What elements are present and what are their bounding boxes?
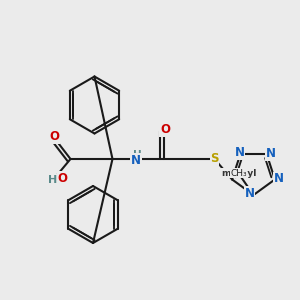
Text: N: N (235, 146, 245, 159)
Text: O: O (160, 123, 170, 136)
Text: H: H (48, 175, 57, 185)
Text: N: N (274, 172, 284, 185)
Text: H: H (133, 150, 142, 161)
Text: S: S (210, 152, 219, 166)
Text: methyl: methyl (221, 169, 256, 178)
Text: O: O (57, 172, 67, 185)
Text: CH₃: CH₃ (230, 169, 247, 178)
Text: N: N (245, 187, 255, 200)
Text: N: N (130, 154, 141, 167)
Text: N: N (266, 147, 276, 160)
Text: O: O (49, 130, 59, 143)
